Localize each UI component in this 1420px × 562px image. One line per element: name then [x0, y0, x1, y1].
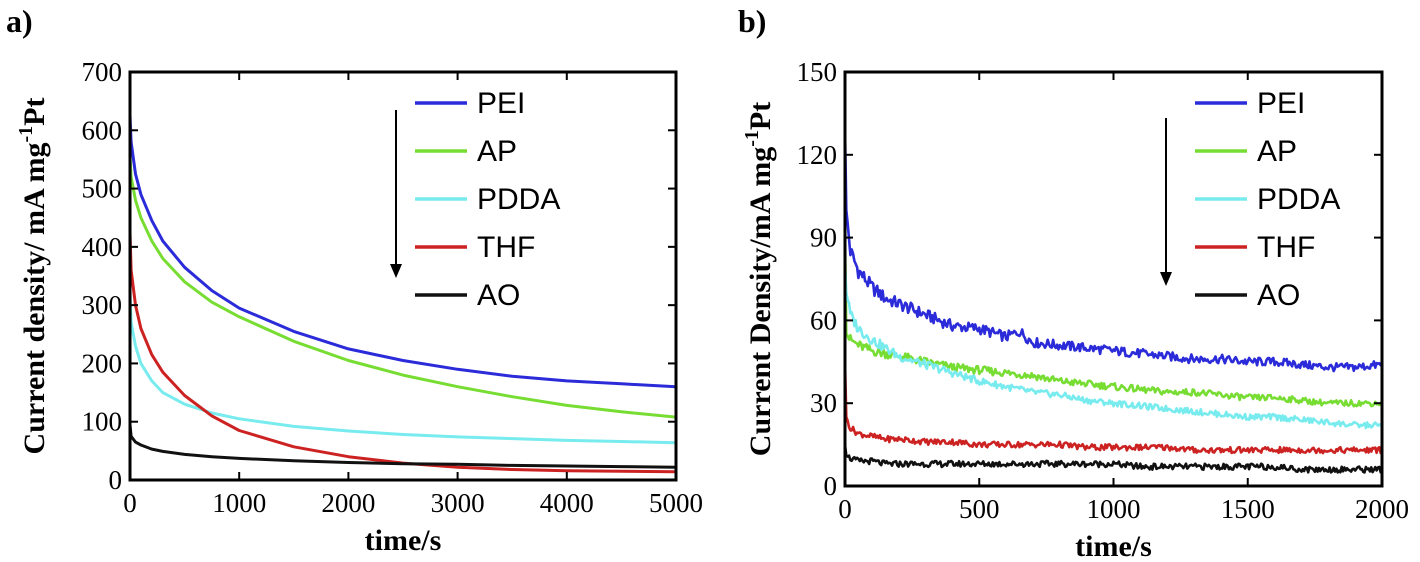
series-line-ap — [130, 156, 676, 419]
legend-label-ao: AO — [477, 279, 520, 312]
series-line-thf — [130, 232, 676, 474]
x-tick-label: 500 — [959, 494, 1000, 524]
y-tick-label: 150 — [797, 57, 838, 87]
series-line-pdda — [130, 293, 676, 445]
y-axis-title: Current Density/mA mg-1Pt — [741, 102, 777, 456]
x-tick-label: 5000 — [649, 488, 703, 518]
x-tick-label: 0 — [123, 488, 137, 518]
y-tick-label: 30 — [810, 388, 837, 418]
series-line-pei — [130, 115, 676, 389]
y-tick-label: 300 — [82, 290, 123, 320]
x-tick-label: 3000 — [431, 488, 485, 518]
x-tick-label: 1000 — [212, 488, 266, 518]
y-tick-label: 400 — [82, 232, 123, 262]
legend-label-pdda: PDDA — [1257, 183, 1340, 216]
legend-label-ao: AO — [1257, 279, 1300, 312]
legend-label-pei: PEI — [1257, 87, 1305, 120]
x-tick-label: 2000 — [321, 488, 375, 518]
y-axis-title: Current density/ mA mg-1Pt — [15, 98, 51, 455]
x-axis-title: time/s — [365, 524, 442, 557]
panel-b: b) 0 500 1000 1500 2000 0 30 60 90 120 150 time/s Cur… — [738, 3, 1409, 562]
y-tick-label: 0 — [824, 471, 838, 501]
legend-label-pei: PEI — [477, 87, 525, 120]
legend-label-thf: THF — [1257, 231, 1315, 264]
panel-label: b) — [738, 3, 766, 39]
series-line-pdda — [845, 265, 1382, 430]
plot-frame — [843, 70, 1384, 488]
plot-frame — [128, 70, 678, 482]
x-tick-label: 2000 — [1355, 494, 1409, 524]
y-tick-label: 500 — [82, 174, 123, 204]
series-line-ao — [130, 424, 676, 469]
panel-label: a) — [6, 3, 33, 39]
x-tick-label: 1500 — [1221, 494, 1275, 524]
y-tick-label: 120 — [797, 140, 838, 170]
series-line-thf — [845, 361, 1382, 455]
legend-label-ap: AP — [1257, 135, 1297, 168]
panel-a: a) 0 1000 2000 3000 4000 5000 0 100 200 300 400 500 6… — [6, 3, 703, 557]
x-tick-label: 1000 — [1087, 494, 1141, 524]
y-tick-label: 60 — [810, 305, 837, 335]
y-tick-label: 100 — [82, 407, 123, 437]
legend-label-pdda: PDDA — [477, 183, 560, 216]
x-tick-label: 0 — [838, 494, 852, 524]
x-tick-label: 4000 — [540, 488, 594, 518]
legend-label-thf: THF — [477, 231, 535, 264]
legend-label-ap: AP — [477, 135, 517, 168]
trend-arrow-head — [390, 264, 402, 278]
trend-arrow-head — [1160, 272, 1172, 286]
x-axis-title: time/s — [1075, 530, 1152, 562]
y-tick-label: 600 — [82, 115, 123, 145]
y-tick-label: 0 — [109, 465, 123, 495]
series-line-ao — [845, 444, 1382, 474]
y-tick-label: 90 — [810, 223, 837, 253]
y-tick-label: 200 — [82, 348, 123, 378]
y-tick-label: 700 — [82, 57, 123, 87]
series-line-pei — [845, 127, 1382, 373]
